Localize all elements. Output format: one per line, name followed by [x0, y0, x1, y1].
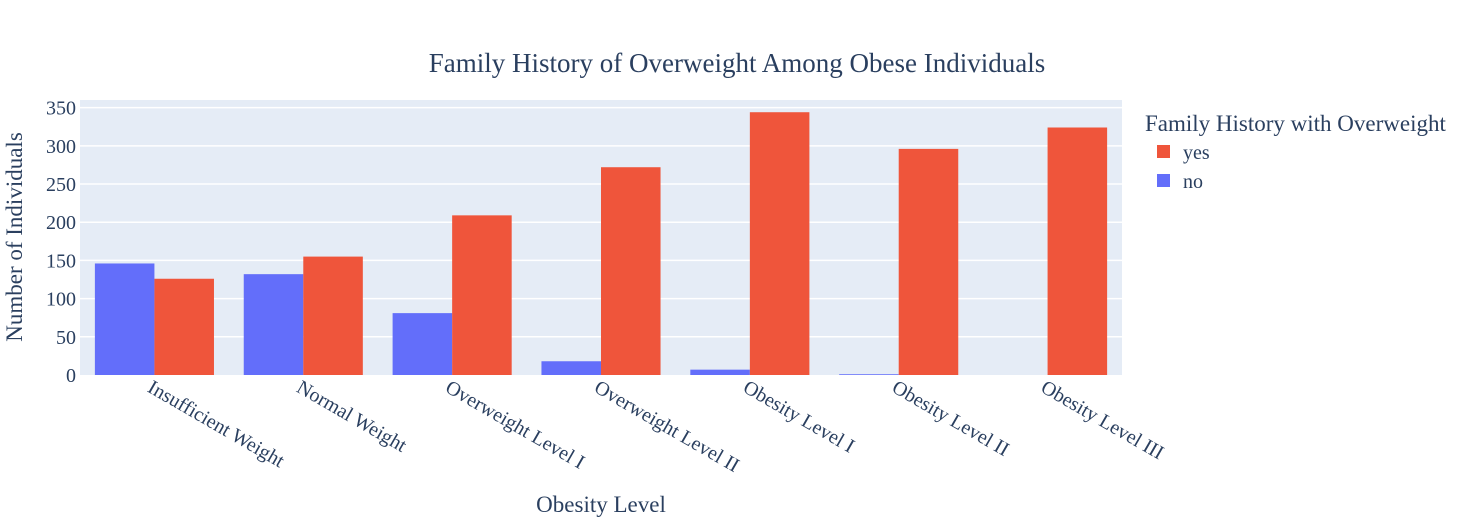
legend-label-yes: yes — [1183, 142, 1210, 164]
chart-title: Family History of Overweight Among Obese… — [429, 48, 1045, 78]
x-tick-label: Normal Weight — [293, 376, 411, 457]
legend: Family History with Overweight yes no — [1145, 111, 1446, 193]
x-tick-label: Insufficient Weight — [144, 376, 289, 472]
x-tick-label: Obesity Level III — [1037, 376, 1167, 464]
bar-yes-3 — [601, 167, 661, 375]
y-tick-label: 250 — [46, 174, 76, 196]
y-tick-label: 350 — [46, 98, 76, 120]
x-axis-label: Obesity Level — [536, 492, 666, 517]
y-tick-label: 200 — [46, 212, 76, 234]
bar-no-2 — [392, 313, 453, 375]
x-tick-label: Overweight Level II — [591, 376, 743, 477]
y-axis-label: Number of Individuals — [2, 132, 27, 342]
x-tick-label: Overweight Level I — [442, 376, 589, 473]
y-tick-label: 100 — [46, 289, 76, 311]
bar-yes-4 — [749, 112, 810, 375]
bar-no-5 — [839, 374, 899, 375]
y-tick-label: 0 — [66, 365, 76, 387]
x-axis-ticks: Insufficient Weight Normal Weight Overweig… — [144, 376, 1167, 477]
bar-yes-6 — [1047, 127, 1108, 375]
y-axis-ticks: 0 50 100 150 200 250 300 350 — [46, 98, 76, 387]
x-tick-label: Obesity Level II — [888, 376, 1013, 461]
bar-yes-0 — [154, 278, 214, 375]
bar-no-4 — [690, 369, 750, 375]
bar-yes-1 — [303, 256, 363, 375]
y-tick-label: 150 — [46, 250, 76, 272]
y-tick-label: 300 — [46, 136, 76, 158]
bar-no-3 — [541, 361, 601, 375]
legend-swatch-no — [1157, 174, 1170, 187]
legend-label-no: no — [1183, 171, 1203, 193]
y-tick-label: 50 — [56, 327, 76, 349]
bars — [94, 112, 1108, 375]
bar-yes-5 — [898, 148, 959, 375]
legend-swatch-yes — [1157, 145, 1170, 158]
legend-title: Family History with Overweight — [1145, 111, 1446, 136]
bar-no-0 — [94, 263, 155, 375]
bar-yes-2 — [452, 215, 512, 375]
x-tick-label: Obesity Level I — [739, 376, 858, 457]
bar-no-1 — [243, 274, 304, 375]
